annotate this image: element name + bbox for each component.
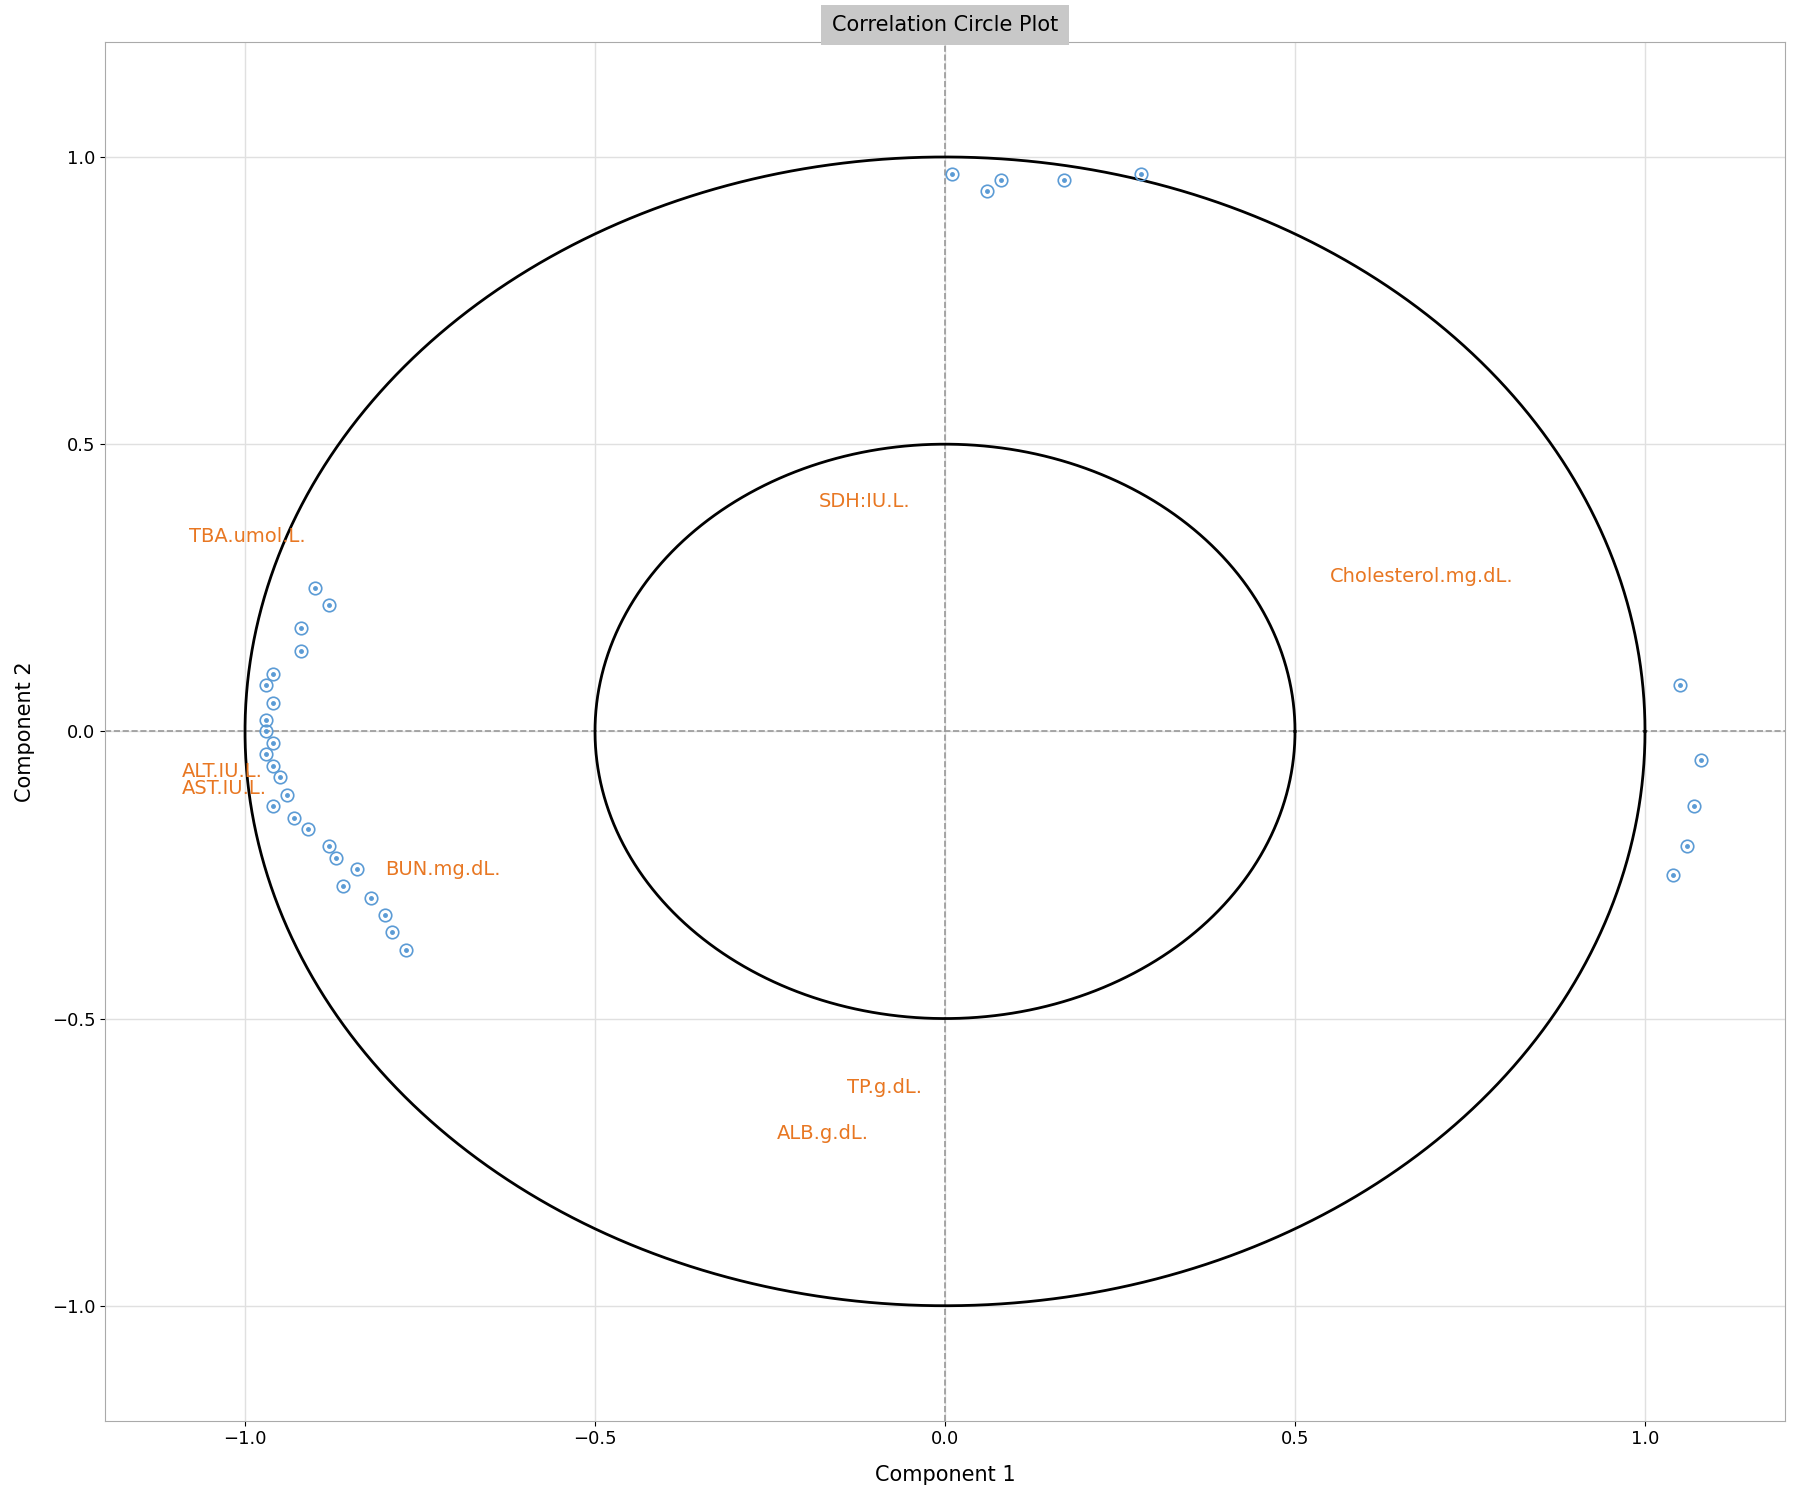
Text: Cholesterol.mg.dL.: Cholesterol.mg.dL. (1330, 567, 1514, 586)
Title: Correlation Circle Plot: Correlation Circle Plot (832, 15, 1058, 34)
X-axis label: Component 1: Component 1 (875, 1466, 1015, 1485)
Y-axis label: Component 2: Component 2 (14, 662, 34, 801)
Text: ALT.IU.L.: ALT.IU.L. (182, 762, 263, 782)
Text: ALB.g.dL.: ALB.g.dL. (778, 1124, 869, 1143)
Text: BUN.mg.dL.: BUN.mg.dL. (385, 859, 500, 879)
Text: SDH:IU.L.: SDH:IU.L. (819, 492, 911, 512)
Text: TP.g.dL.: TP.g.dL. (848, 1078, 922, 1096)
Text: TBA.umol.L.: TBA.umol.L. (189, 526, 306, 546)
Text: AST.IU.L.: AST.IU.L. (182, 780, 266, 798)
